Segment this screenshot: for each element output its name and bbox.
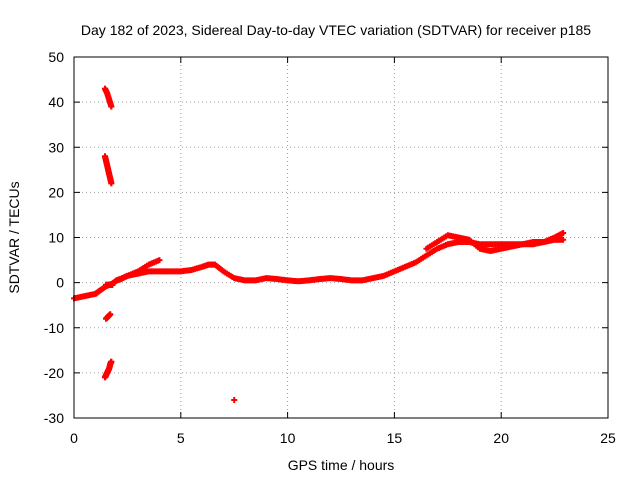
grid-lines xyxy=(74,57,608,418)
y-tick-label: 10 xyxy=(48,230,64,246)
series-rising-branch xyxy=(113,257,163,284)
y-axis-label: SDTVAR / TECUs xyxy=(6,181,22,293)
series-spike-neg-large xyxy=(101,358,115,381)
x-tick-label: 25 xyxy=(600,430,616,446)
y-tick-label: 40 xyxy=(48,94,64,110)
data-point xyxy=(109,281,116,288)
x-tick-label: 0 xyxy=(70,430,78,446)
data-point xyxy=(560,229,567,236)
series-step-points xyxy=(103,281,116,288)
data-points xyxy=(71,85,567,403)
y-tick-label: -10 xyxy=(44,320,64,336)
y-tick-label: -20 xyxy=(44,365,64,381)
y-tick-label: 30 xyxy=(48,139,64,155)
y-tick-label: -30 xyxy=(44,410,64,426)
data-point xyxy=(156,257,163,264)
data-point xyxy=(107,311,114,318)
series-spike-neg-small xyxy=(103,311,114,322)
series-outlier xyxy=(231,396,238,403)
series-main-trace xyxy=(71,236,567,302)
x-axis-label: GPS time / hours xyxy=(288,457,395,473)
data-point xyxy=(108,180,115,187)
series-oscillation-band xyxy=(423,229,567,255)
data-point xyxy=(108,103,115,110)
x-tick-label: 15 xyxy=(387,430,403,446)
chart-title: Day 182 of 2023, Sidereal Day-to-day VTE… xyxy=(81,22,591,38)
axis-ticks: 0 5 10 15 20 25 -30 -20 -10 0 10 20 30 40 50 xyxy=(44,49,616,446)
y-tick-label: 20 xyxy=(48,184,64,200)
x-tick-label: 20 xyxy=(493,430,509,446)
data-point xyxy=(560,236,567,243)
x-tick-label: 5 xyxy=(177,430,185,446)
series-spike-upper xyxy=(101,85,115,110)
y-tick-label: 0 xyxy=(56,275,64,291)
y-tick-label: 50 xyxy=(48,49,64,65)
data-point xyxy=(231,396,238,403)
data-point xyxy=(108,358,115,365)
series-spike-mid xyxy=(101,153,115,187)
x-tick-label: 10 xyxy=(280,430,296,446)
